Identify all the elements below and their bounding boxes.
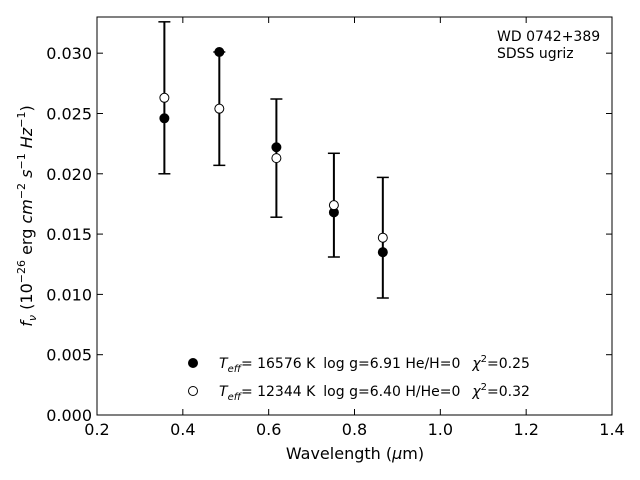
point-filled <box>377 247 388 258</box>
legend-2-teff: = 12344 K <box>241 384 316 400</box>
x-tick-label: 0.8 <box>342 420 367 439</box>
y-tick-label: 0.005 <box>46 346 92 365</box>
x-tick-label: 0.6 <box>256 420 281 439</box>
point-open <box>328 200 339 211</box>
x-axis-label: Wavelength (μm) <box>286 444 424 463</box>
y-axis: 0.000 0.005 0.010 0.015 0.020 0.025 0.030 <box>46 44 612 425</box>
legend-1-teff: = 16576 K <box>241 356 316 372</box>
y-tick-label: 0.000 <box>46 406 92 425</box>
point-open <box>271 153 282 164</box>
annotation-object: WD 0742+389 <box>497 29 600 45</box>
point-filled <box>159 113 170 124</box>
point-open <box>214 103 225 114</box>
legend-1-chi: =0.25 <box>487 356 530 372</box>
legend-2-chi: =0.32 <box>487 384 530 400</box>
x-tick-label: 0.4 <box>170 420 195 439</box>
point-filled <box>214 46 225 57</box>
y-tick-label: 0.030 <box>46 44 92 63</box>
annotation-survey: SDSS ugriz <box>497 46 574 62</box>
legend-1-params: log g=6.91 He/H=0 <box>323 356 460 372</box>
legend-2-params: log g=6.40 H/He=0 <box>323 384 460 400</box>
y-tick-label: 0.025 <box>46 104 92 123</box>
y-tick-label: 0.010 <box>46 285 92 304</box>
legend-marker-open <box>188 386 198 396</box>
data-points <box>159 46 388 258</box>
x-tick-label: 1.0 <box>428 420 453 439</box>
x-axis: 0.2 0.4 0.6 0.8 1.0 1.2 1.4 <box>84 17 625 439</box>
y-tick-label: 0.015 <box>46 225 92 244</box>
x-tick-label: 1.2 <box>513 420 538 439</box>
point-filled <box>271 142 282 153</box>
x-tick-label: 1.4 <box>599 420 624 439</box>
point-open <box>377 232 388 243</box>
y-tick-label: 0.020 <box>46 165 92 184</box>
point-open <box>159 92 170 103</box>
legend-marker-filled <box>188 358 198 368</box>
y-axis-label: fν (10−26 erg cm−2 s−1 Hz−1) <box>15 105 39 326</box>
x-tick-label: 0.2 <box>84 420 109 439</box>
